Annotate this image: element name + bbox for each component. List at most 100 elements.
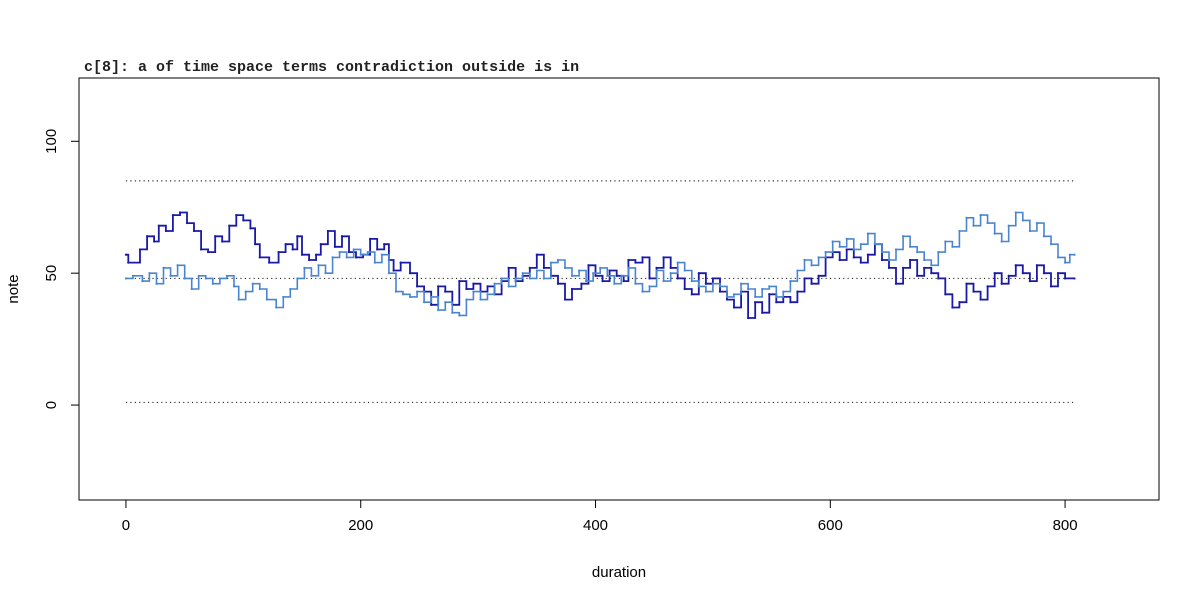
series-1-point xyxy=(683,269,686,272)
series-1-point xyxy=(549,261,553,264)
series-1-point xyxy=(747,287,750,291)
series-1-point xyxy=(1049,243,1053,246)
series-1-point xyxy=(258,287,261,291)
series-0-point xyxy=(307,258,311,262)
series-1-point xyxy=(373,261,376,264)
series-0-point xyxy=(354,256,358,259)
series-0-point xyxy=(472,282,475,285)
series-1-point xyxy=(1056,256,1060,259)
y-axis-title: note xyxy=(5,274,22,303)
series-0-point xyxy=(458,279,461,283)
series-0-point xyxy=(235,214,238,217)
series-1-point xyxy=(204,277,207,280)
series-0-point xyxy=(775,301,778,304)
reference-lines xyxy=(125,180,1075,404)
series-1-point xyxy=(124,277,128,280)
series-0-point xyxy=(641,256,644,259)
series-0-point xyxy=(676,277,679,280)
series-0-point xyxy=(803,277,806,280)
series-1-point xyxy=(282,295,285,299)
series-1-point xyxy=(317,264,320,267)
series-1-point xyxy=(289,287,292,291)
series-1-point xyxy=(592,272,595,275)
series-0-point xyxy=(291,248,294,251)
series-0-point xyxy=(319,243,322,246)
series-1-point xyxy=(563,266,567,269)
series-0-point xyxy=(965,282,968,285)
series-1-point xyxy=(1000,240,1003,243)
y-tick-label: 0 xyxy=(43,401,60,409)
series-1-point xyxy=(697,285,700,288)
x-tick-label: 200 xyxy=(348,517,373,534)
series-1-point xyxy=(944,240,947,243)
series-0-point xyxy=(486,285,489,288)
series-1-point xyxy=(824,250,827,254)
series-1-point xyxy=(225,274,229,277)
series-0-point xyxy=(838,258,841,262)
series-1-point xyxy=(465,298,468,301)
series-line-1 xyxy=(126,211,1075,317)
series-1-point xyxy=(620,274,623,277)
series-0-point xyxy=(615,274,618,277)
series-1-point xyxy=(754,295,757,299)
series-1-point xyxy=(387,272,391,275)
x-tick-label: 400 xyxy=(583,517,608,534)
series-1-point xyxy=(265,298,268,301)
series-0-point xyxy=(333,245,337,248)
series-0-point xyxy=(1007,274,1010,277)
series-1-point xyxy=(810,264,813,267)
series-0-point xyxy=(326,229,329,233)
series-1-point xyxy=(486,293,489,296)
series-0-point xyxy=(192,229,196,233)
series-1-point xyxy=(218,277,221,280)
series-0-point xyxy=(171,214,175,217)
series-0-point xyxy=(704,282,707,285)
series-1-point xyxy=(930,264,933,267)
series-0-point xyxy=(852,256,855,259)
series-1-point xyxy=(761,287,764,291)
x-axis: 0 200 400 600 800 xyxy=(122,499,1078,534)
series-0-point xyxy=(563,298,567,301)
series-1-point xyxy=(775,295,778,299)
series-0-point xyxy=(958,301,961,304)
series-0-point xyxy=(542,266,545,269)
series-line-0 xyxy=(126,211,1075,319)
series-1-point xyxy=(423,301,426,304)
series-lines xyxy=(124,211,1076,320)
series-0-point xyxy=(796,290,799,293)
series-1-point xyxy=(965,216,968,219)
series-1-point xyxy=(366,250,369,254)
series-1-point xyxy=(190,287,193,291)
series-1-point xyxy=(880,250,884,254)
series-1-point xyxy=(493,282,496,285)
y-tick-label: 100 xyxy=(43,129,60,154)
series-1-point xyxy=(866,232,869,235)
series-0-point xyxy=(1073,277,1076,280)
series-1-point xyxy=(331,256,334,259)
series-0-point xyxy=(951,306,954,309)
series-1-point xyxy=(324,272,327,275)
series-0-point xyxy=(392,269,395,272)
series-0-point xyxy=(1021,272,1024,275)
series-1-point xyxy=(648,285,651,288)
series-0-point xyxy=(408,272,412,275)
series-0-point xyxy=(587,264,590,267)
series-1-point xyxy=(711,282,715,285)
series-1-point xyxy=(577,269,581,272)
series-0-point xyxy=(383,243,386,246)
series-1-point xyxy=(472,290,475,293)
series-1-point xyxy=(394,290,398,293)
series-1-point xyxy=(556,258,560,262)
series-1-point xyxy=(585,279,588,283)
series-1-point xyxy=(380,253,383,256)
series-0-point xyxy=(930,272,933,275)
series-0-point xyxy=(376,248,379,251)
series-0-point xyxy=(1049,285,1053,288)
chart-title: c[8]: a of time space terms contradictio… xyxy=(84,59,579,76)
series-0-point xyxy=(662,256,665,259)
series-0-point xyxy=(690,293,693,296)
series-1-point xyxy=(141,279,144,283)
series-0-point xyxy=(683,287,686,291)
series-1-point xyxy=(732,293,736,296)
series-0-point xyxy=(580,282,583,285)
